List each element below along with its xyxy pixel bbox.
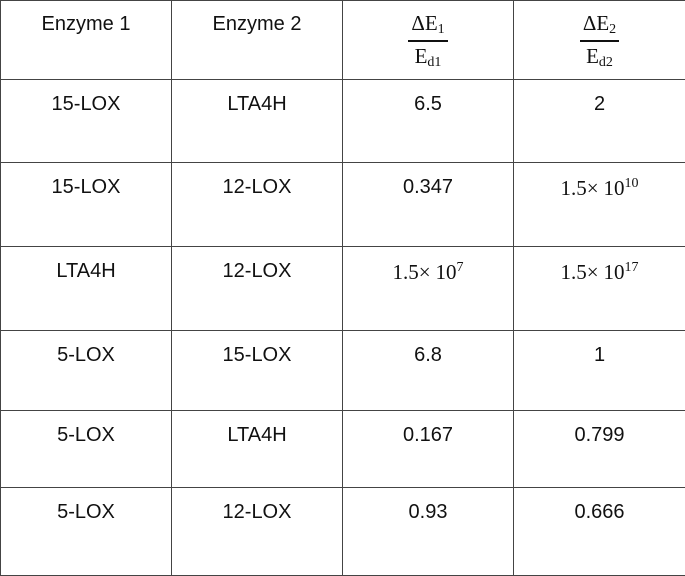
mantissa: 1.5× (392, 260, 431, 284)
denominator: Ed2 (586, 42, 613, 71)
exponent: 7 (456, 260, 464, 275)
table-cell: 0.799 (513, 410, 685, 488)
numerator: ΔE2 (579, 11, 620, 42)
table-row: LTA4H 12-LOX 1.5× 107 1.5× 1017 (0, 246, 685, 331)
table-cell: LTA4H (171, 410, 343, 488)
table-row: 15-LOX 12-LOX 0.347 1.5× 1010 (0, 162, 685, 247)
base: 10 (603, 260, 625, 284)
header-row: Enzyme 1 Enzyme 2 ΔE1 Ed1 ΔE2 Ed2 (0, 0, 685, 80)
subscript: d1 (427, 55, 442, 70)
table-row: 5-LOX LTA4H 0.167 0.799 (0, 410, 685, 488)
fraction: ΔE2 Ed2 (579, 11, 620, 71)
numerator: ΔE1 (408, 11, 448, 42)
table-cell: 5-LOX (0, 330, 172, 411)
subscript: 1 (437, 22, 445, 37)
base: 10 (435, 260, 457, 284)
table-cell: 0.666 (513, 487, 685, 576)
table-cell: 12-LOX (171, 162, 343, 247)
header-cell: ΔE1 Ed1 (342, 0, 514, 80)
denominator-text: E (586, 44, 599, 68)
mantissa: 1.5× (560, 260, 599, 284)
table-row: 15-LOX LTA4H 6.5 2 (0, 79, 685, 163)
numerator-text: ΔE (411, 11, 438, 35)
table-cell: 6.8 (342, 330, 514, 411)
base: 10 (603, 176, 625, 200)
table-row: 5-LOX 15-LOX 6.8 1 (0, 330, 685, 411)
table-cell: 12-LOX (171, 246, 343, 331)
header-cell: ΔE2 Ed2 (513, 0, 685, 80)
header-cell: Enzyme 1 (0, 0, 172, 80)
scientific-value: 1.5× 1017 (560, 260, 638, 284)
exponent: 17 (624, 260, 639, 275)
table-cell: 1 (513, 330, 685, 411)
table-cell: 0.167 (342, 410, 514, 488)
numerator-text: ΔE (582, 11, 610, 35)
table-cell: 1.5× 107 (342, 246, 514, 331)
table-cell: 15-LOX (0, 79, 172, 163)
fraction: ΔE1 Ed1 (408, 11, 448, 71)
table-cell: 5-LOX (0, 410, 172, 488)
subscript: d2 (598, 55, 613, 70)
table-cell: 12-LOX (171, 487, 343, 576)
table-cell: 1.5× 1010 (513, 162, 685, 247)
table-cell: 0.347 (342, 162, 514, 247)
table-cell: 15-LOX (0, 162, 172, 247)
exponent: 10 (624, 176, 639, 191)
subscript: 2 (609, 22, 617, 37)
mantissa: 1.5× (560, 176, 599, 200)
table-cell: 0.93 (342, 487, 514, 576)
table-cell: 6.5 (342, 79, 514, 163)
denominator: Ed1 (415, 42, 442, 71)
table-cell: 15-LOX (171, 330, 343, 411)
denominator-text: E (414, 44, 428, 68)
table-header: Enzyme 1 Enzyme 2 ΔE1 Ed1 ΔE2 Ed2 (0, 0, 685, 80)
table-cell: 5-LOX (0, 487, 172, 576)
scientific-value: 1.5× 107 (392, 260, 463, 284)
scientific-value: 1.5× 1010 (560, 176, 638, 200)
table-body: 15-LOX LTA4H 6.5 2 15-LOX 12-LOX 0.347 1.5× 1010… (0, 79, 685, 576)
header-cell: Enzyme 2 (171, 0, 343, 80)
table-cell: 2 (513, 79, 685, 163)
table-cell: LTA4H (171, 79, 343, 163)
table-cell: 1.5× 1017 (513, 246, 685, 331)
table-row: 5-LOX 12-LOX 0.93 0.666 (0, 487, 685, 576)
table-cell: LTA4H (0, 246, 172, 331)
